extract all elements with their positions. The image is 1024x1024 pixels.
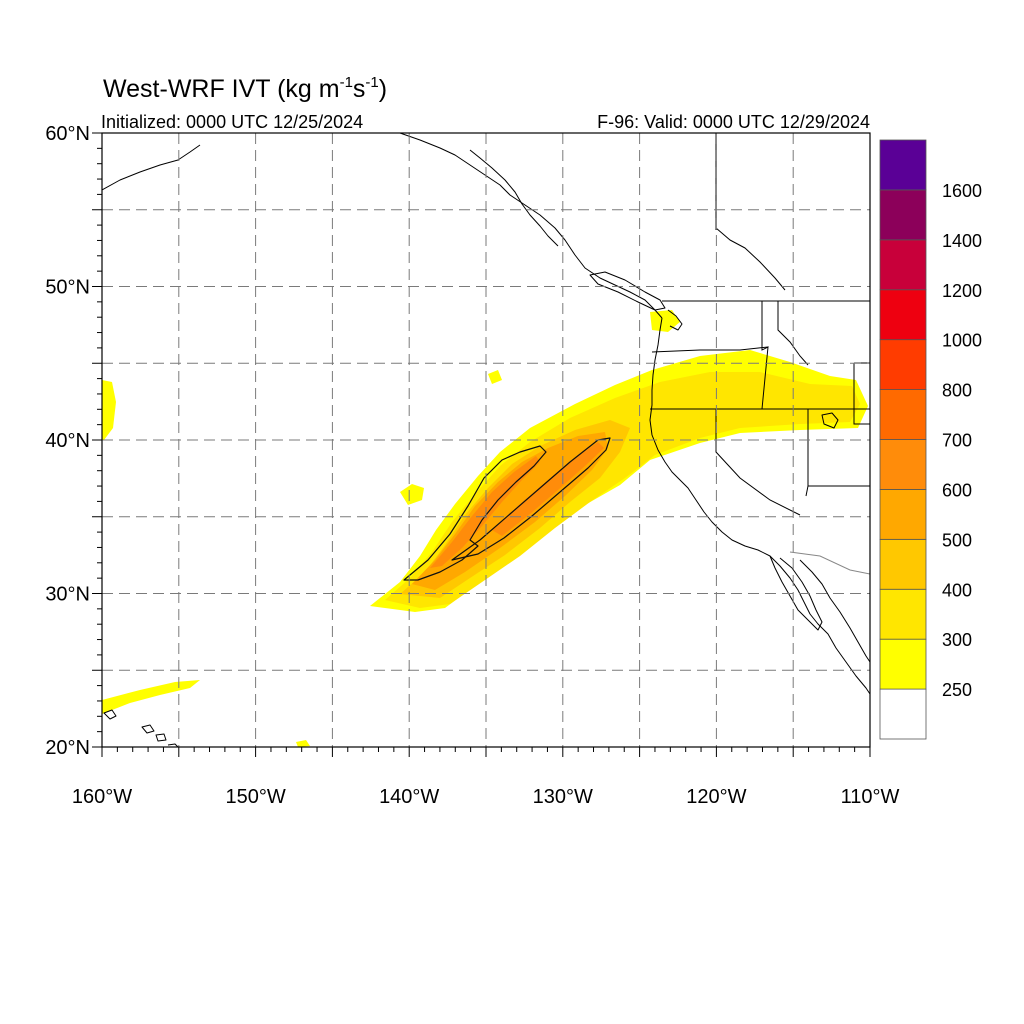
figure-title: West-WRF IVT (kg m-1s-1) [103,74,387,103]
colorbar-swatch [879,489,927,540]
ivt-contour-1 [403,445,547,581]
colorbar-label: 800 [942,381,972,401]
hawaii-islands [103,709,179,747]
colorbar-label: 700 [942,431,972,451]
colorbar-swatch [879,289,927,341]
lon-tick-label: 140°W [379,786,439,808]
wa-or-border [651,346,769,353]
colorbar-swatch [879,239,927,291]
colorbar-swatch [879,538,927,590]
colorbar-label: 400 [942,580,972,600]
map-axes: 60°N 50°N 40°N 30°N 20°N 160°W 150°W 140°W 130°W… [45,123,899,808]
puget-sound [667,309,683,331]
colorbar-label: 1200 [942,281,982,301]
colorbar-swatch [879,389,927,440]
lat-tick-label: 40°N [45,430,90,452]
vancouver-island [589,271,666,311]
ivt-colorbar: 250 300 400 500 600 700 800 1000 1200 1400 1600 [879,139,982,740]
land-outlines [102,133,870,747]
ivt-600-band-2 [492,442,604,536]
colorbar-label: 250 [942,680,972,700]
baja-peninsula [769,555,823,631]
ivt-250-patch-small1 [400,484,424,505]
lon-tick-label: 110°W [841,786,900,808]
graticule [102,133,870,747]
lat-tick-label: 50°N [45,277,90,299]
colorbar-swatch [879,189,927,241]
ivt-250-patch-wa [650,310,680,332]
colorbar-swatch [879,139,927,191]
bc-coast [469,149,559,247]
valid-time-label: F-96: Valid: 0000 UTC 12/29/2024 [597,112,870,132]
colorbar-swatch [879,588,927,640]
ivt-600-band [430,456,540,568]
nevada-border [715,409,801,516]
lat-tick-label: 60°N [45,123,90,145]
colorbar-swatch [879,339,927,390]
alaska-peninsula [102,144,201,191]
colorbar-label: 500 [942,530,972,550]
ivt-250-patch-hawaii [102,680,200,714]
ivt-contour-2 [451,437,611,561]
alaska-coast [399,133,663,319]
lon-tick-label: 150°W [225,786,285,808]
lat-tick-label: 20°N [45,737,90,759]
idaho-east-border [777,301,809,366]
ivt-250-patch-small2 [488,370,502,384]
colorbar-swatch [879,638,927,690]
lon-tick-label: 120°W [686,786,746,808]
init-time-label: Initialized: 0000 UTC 12/25/2024 [101,112,363,132]
us-mexico-border [789,551,870,575]
northern-canada-coast [715,227,786,291]
colorbar-swatch [879,688,927,740]
lon-tick-label: 130°W [533,786,593,808]
ivt-contours [403,437,611,581]
idaho-west-border [761,301,769,410]
lon-tick-label: 160°W [72,786,132,808]
colorbar-label: 1400 [942,231,982,251]
us-west-coast [649,317,870,695]
great-salt-lake [821,412,839,429]
map-panel [102,133,870,747]
colorbar-label: 300 [942,630,972,650]
colorbar-label: 600 [942,480,972,500]
mexico-mainland-coast [799,559,870,663]
ivt-250-patch-small3 [296,740,310,747]
colorbar-label: 1000 [942,331,982,351]
colorbar-label: 1600 [942,181,982,201]
lat-tick-label: 30°N [45,584,90,606]
colorbar-swatch [879,439,927,490]
ivt-250-patch-west [102,380,116,440]
